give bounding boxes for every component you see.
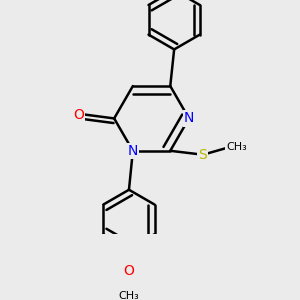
Text: S: S (199, 148, 207, 162)
Text: N: N (184, 111, 194, 125)
Text: N: N (128, 144, 138, 158)
Text: O: O (73, 107, 84, 122)
Text: O: O (124, 264, 134, 278)
Text: CH₃: CH₃ (226, 142, 247, 152)
Text: CH₃: CH₃ (118, 291, 139, 300)
